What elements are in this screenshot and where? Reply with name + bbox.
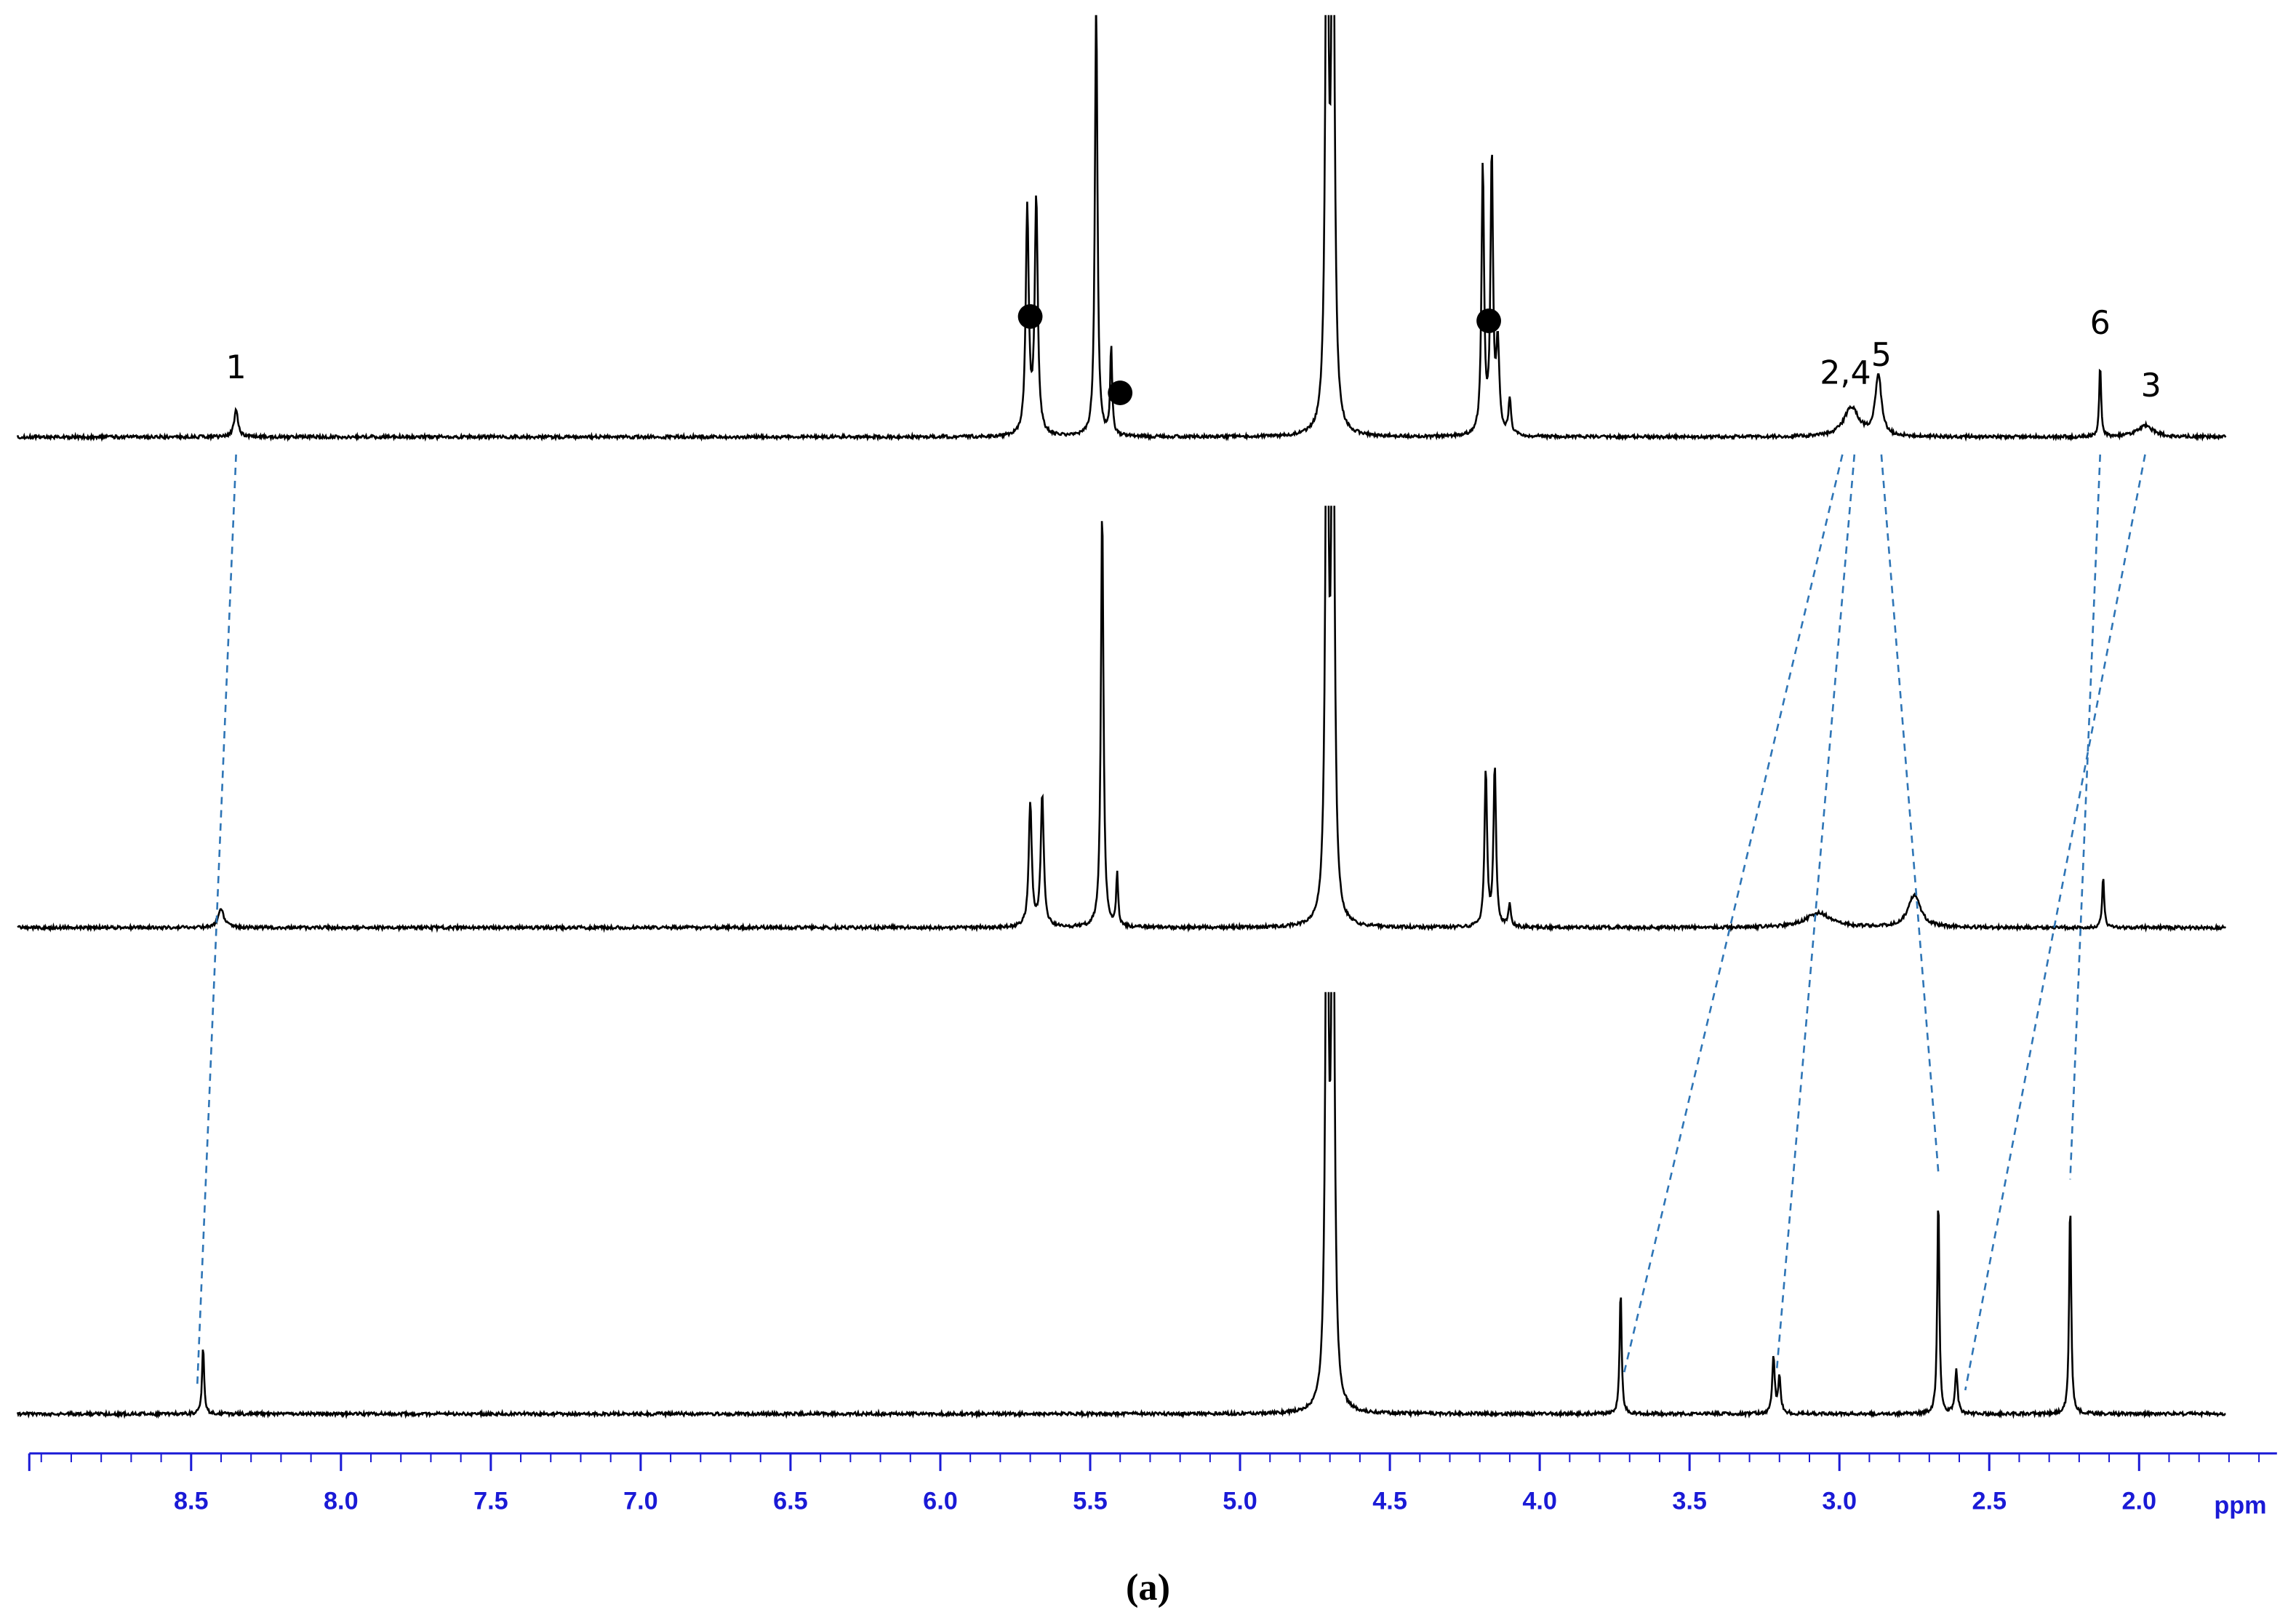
- peak-label: 3: [2141, 367, 2161, 404]
- spectrum-trace: [16, 15, 2227, 442]
- correlation-line: [2069, 454, 2102, 1180]
- peak-label: ●: [1016, 295, 1044, 332]
- x-tick-label: 8.0: [324, 1487, 359, 1515]
- x-tick-label: 2.5: [1972, 1487, 2007, 1515]
- correlation-line: [1775, 454, 1856, 1374]
- peak-label: 1: [226, 349, 247, 386]
- correlation-line: [1964, 454, 2146, 1391]
- x-tick-label: 2.0: [2121, 1487, 2156, 1515]
- peak-label: 5: [1871, 337, 1892, 374]
- peak-label: 2,4: [1820, 354, 1871, 391]
- x-axis-label: ppm: [2214, 1491, 2266, 1519]
- x-tick-label: 4.5: [1372, 1487, 1407, 1515]
- x-tick-label: 7.0: [623, 1487, 658, 1515]
- x-tick-label: 4.0: [1522, 1487, 1557, 1515]
- x-tick-label: 5.0: [1223, 1487, 1257, 1515]
- correlation-line: [1880, 454, 1940, 1172]
- x-tick-label: 3.5: [1672, 1487, 1707, 1515]
- peak-label: ●: [1106, 372, 1135, 409]
- x-tick-label: 6.5: [773, 1487, 808, 1515]
- x-tick-label: 3.0: [1822, 1487, 1857, 1515]
- spectrum-trace: [17, 506, 2227, 933]
- peak-label: ●: [1475, 300, 1503, 338]
- spectrum-trace: [16, 992, 2226, 1419]
- x-tick-label: 6.0: [923, 1487, 958, 1515]
- peak-label: 6: [2090, 305, 2111, 342]
- x-tick-label: 7.5: [473, 1487, 508, 1515]
- correlation-line: [196, 454, 237, 1389]
- x-tick-label: 5.5: [1073, 1487, 1108, 1515]
- x-tick-label: 8.5: [174, 1487, 209, 1515]
- caption: (a): [1126, 1566, 1170, 1608]
